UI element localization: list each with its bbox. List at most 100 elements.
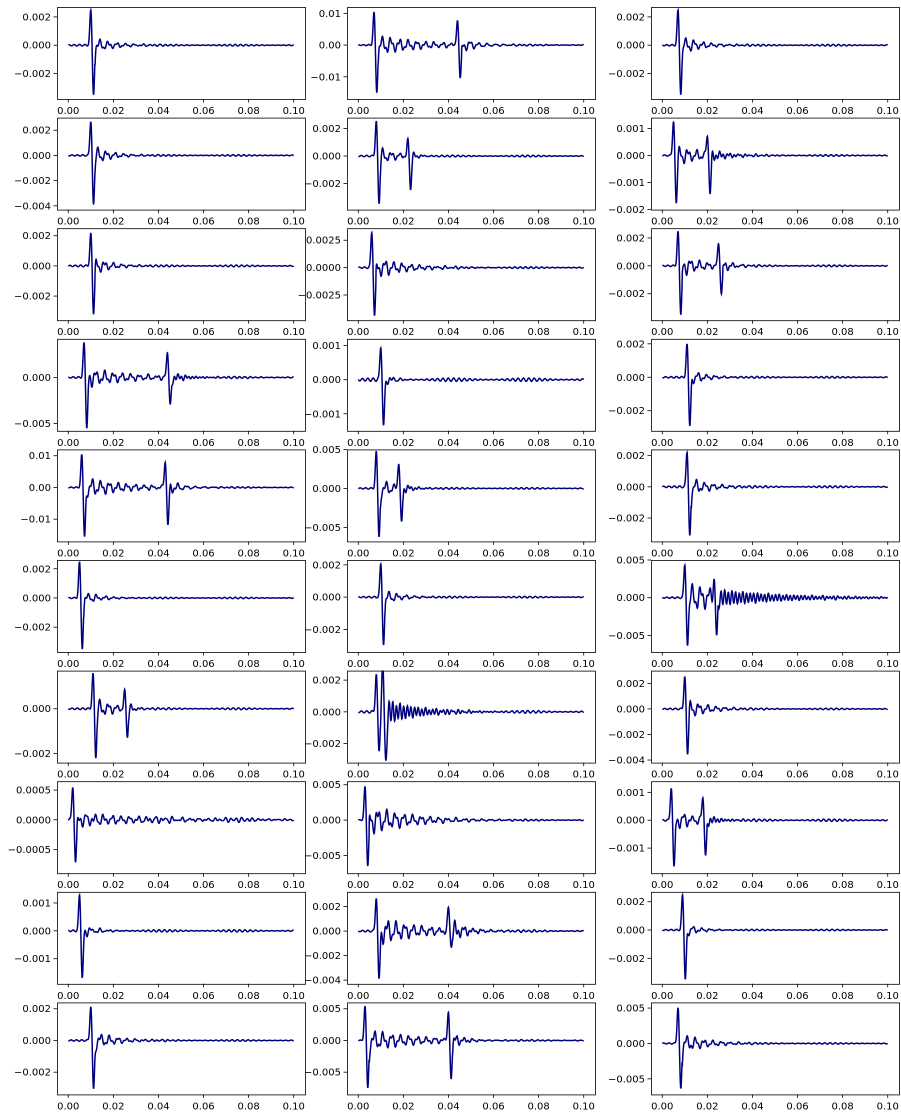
x-tick-label: 0.00 — [651, 880, 673, 891]
subplot-r2-c1: 0.00 0.02 0.04 0.06 0.08 0.10 0.0025 0.0000 −0.0… — [298, 228, 596, 338]
x-tick-label: 0.00 — [57, 438, 79, 449]
axes-frame — [57, 781, 306, 875]
y-tick-label: 0.005 — [312, 1004, 341, 1015]
x-tick-label: 0.00 — [651, 438, 673, 449]
y-tick-label: 0.000 — [616, 704, 645, 715]
y-tick-label: −0.01 — [310, 72, 341, 83]
x-tick-label: 0.08 — [238, 217, 260, 228]
x-tick-label: 0.06 — [192, 1101, 214, 1112]
y-tick-label: 0.000 — [616, 41, 645, 52]
y-tick-label: 0.000 — [616, 482, 645, 493]
x-tick-label: 0.00 — [651, 1101, 673, 1112]
x-tick-label: 0.04 — [437, 106, 459, 117]
subplot-r4-c0: 0.00 0.02 0.04 0.06 0.08 0.10 0.01 0.00 −0.01 — [20, 449, 306, 559]
y-tick-label: 0.002 — [616, 233, 645, 244]
x-tick-label: 0.04 — [741, 548, 763, 559]
y-tick-label: 0.002 — [616, 679, 645, 690]
x-tick-label: 0.08 — [832, 548, 854, 559]
y-tick-label: −0.001 — [304, 409, 341, 420]
x-tick-label: 0.08 — [832, 880, 854, 891]
x-tick-label: 0.02 — [102, 327, 124, 338]
x-tick-label: 0.10 — [283, 770, 305, 781]
x-tick-label: 0.08 — [528, 1101, 550, 1112]
subplot-r9-c0: 0.00 0.02 0.04 0.06 0.08 0.10 0.002 0.000 −0.002 — [14, 1002, 306, 1112]
x-tick-label: 0.02 — [102, 217, 124, 228]
y-tick-label: −0.002 — [608, 69, 645, 80]
y-tick-label: −0.002 — [14, 623, 51, 634]
x-tick-label: 0.00 — [347, 548, 369, 559]
y-tick-label: 0.000 — [616, 261, 645, 272]
y-tick-label: 0.002 — [616, 451, 645, 462]
subplot-r0-c0: 0.00 0.02 0.04 0.06 0.08 0.10 0.002 0.000 −0.002 — [14, 7, 306, 117]
axes-frame — [347, 228, 596, 322]
x-tick-label: 0.02 — [102, 880, 124, 891]
subplot-r7-c1: 0.00 0.02 0.04 0.06 0.08 0.10 0.005 0.000 −0.005 — [304, 780, 596, 891]
x-tick-label: 0.00 — [347, 991, 369, 1002]
y-tick-label: 0.001 — [616, 788, 645, 799]
y-tick-label: −0.002 — [14, 69, 51, 80]
x-tick-label: 0.00 — [651, 106, 673, 117]
signal-line — [358, 11, 584, 93]
axes-frame — [57, 338, 306, 432]
x-tick-label: 0.00 — [57, 659, 79, 670]
subplot-r3-c0: 0.00 0.02 0.04 0.06 0.08 0.10 0.000 −0.005 — [14, 338, 306, 449]
x-tick-label: 0.08 — [528, 106, 550, 117]
x-tick-label: 0.02 — [696, 438, 718, 449]
y-tick-label: −0.005 — [608, 1074, 645, 1085]
x-tick-label: 0.08 — [832, 1101, 854, 1112]
axes-frame — [651, 338, 900, 432]
y-tick-label: 0.002 — [312, 560, 341, 571]
y-tick-label: 0.005 — [616, 556, 645, 567]
x-tick-label: 0.00 — [347, 217, 369, 228]
y-tick-label: −0.001 — [14, 954, 51, 965]
y-tick-label: 0.002 — [616, 339, 645, 350]
x-tick-label: 0.08 — [528, 438, 550, 449]
x-tick-label: 0.06 — [786, 1101, 808, 1112]
signal-line — [357, 345, 585, 426]
x-tick-label: 0.10 — [573, 106, 595, 117]
signal-line — [67, 232, 295, 315]
y-tick-label: 0.0025 — [306, 236, 341, 247]
y-tick-label: 0.002 — [312, 676, 341, 687]
subplot-r2-c2: 0.00 0.02 0.04 0.06 0.08 0.10 0.002 0.000 −0.002 — [608, 228, 900, 338]
x-tick-label: 0.08 — [832, 217, 854, 228]
x-tick-label: 0.02 — [696, 770, 718, 781]
x-tick-label: 0.06 — [786, 880, 808, 891]
x-tick-label: 0.04 — [437, 438, 459, 449]
axes-frame — [347, 781, 596, 875]
x-tick-label: 0.00 — [57, 548, 79, 559]
y-tick-label: −0.01 — [20, 515, 51, 526]
y-tick-label: −0.005 — [608, 631, 645, 642]
y-tick-label: 0.000 — [616, 1039, 645, 1050]
y-tick-label: 0.002 — [22, 12, 51, 23]
x-tick-label: 0.02 — [102, 438, 124, 449]
x-tick-label: 0.10 — [877, 880, 899, 891]
x-tick-label: 0.10 — [573, 438, 595, 449]
y-tick-label: 0.002 — [616, 12, 645, 23]
x-tick-label: 0.04 — [741, 217, 763, 228]
axes-frame — [347, 891, 596, 985]
x-tick-label: 0.04 — [147, 217, 169, 228]
y-tick-label: −0.002 — [14, 1068, 51, 1079]
x-tick-label: 0.08 — [238, 1101, 260, 1112]
y-tick-label: 0.000 — [312, 927, 341, 938]
signal-line — [68, 454, 294, 537]
axes-frame — [57, 1002, 306, 1096]
x-tick-label: 0.10 — [283, 438, 305, 449]
y-tick-label: 0.002 — [312, 902, 341, 913]
x-tick-label: 0.06 — [192, 659, 214, 670]
x-tick-label: 0.10 — [877, 327, 899, 338]
y-tick-label: −0.002 — [608, 406, 645, 417]
x-tick-label: 0.10 — [283, 548, 305, 559]
axes-frame — [57, 117, 306, 211]
x-tick-label: 0.06 — [786, 217, 808, 228]
x-tick-label: 0.02 — [696, 217, 718, 228]
x-tick-label: 0.08 — [528, 548, 550, 559]
axes-frame — [347, 449, 596, 543]
x-tick-label: 0.02 — [696, 991, 718, 1002]
subplot-r5-c2: 0.00 0.02 0.04 0.06 0.08 0.10 0.005 0.000 −0.005 — [608, 556, 900, 670]
axes-frame — [651, 449, 900, 543]
y-tick-label: 0.0000 — [306, 263, 341, 274]
x-tick-label: 0.10 — [877, 770, 899, 781]
x-tick-label: 0.08 — [238, 327, 260, 338]
